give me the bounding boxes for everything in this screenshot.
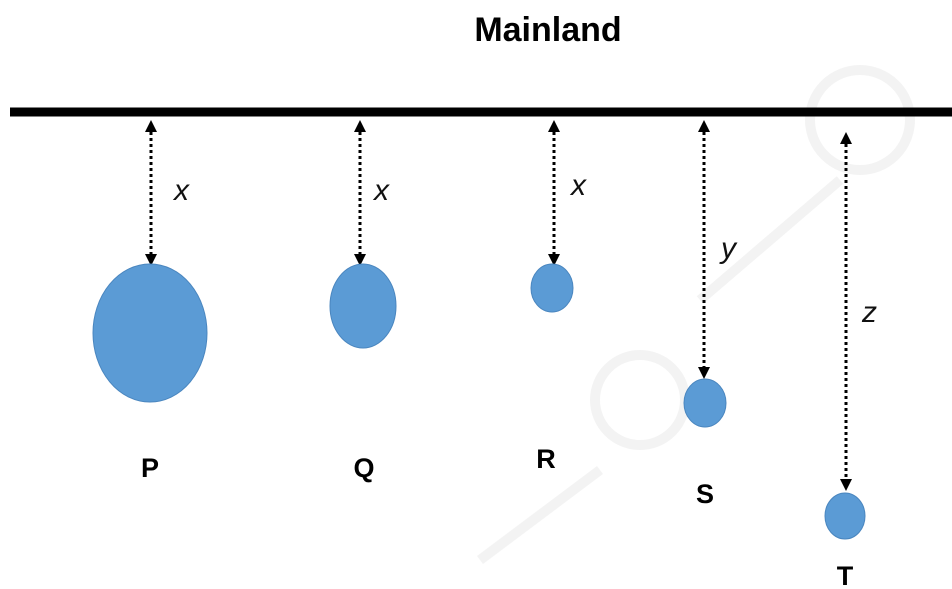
distance-label-s: y (719, 232, 738, 265)
island-r-group: x R (530, 120, 587, 474)
arrowhead-down-r (548, 254, 560, 266)
arrowhead-down-p (145, 254, 157, 266)
island-p (92, 263, 208, 403)
arrowhead-down-q (354, 254, 366, 266)
arrowhead-up-s (698, 120, 710, 132)
distance-label-r: x (569, 169, 587, 202)
arrowhead-up-p (145, 120, 157, 132)
island-t (824, 492, 866, 540)
arrowhead-down-t (840, 479, 852, 491)
distance-label-q: x (372, 174, 390, 207)
island-s-group: y S (683, 120, 738, 509)
island-t-group: z T (824, 132, 877, 589)
island-label-p: P (141, 453, 159, 483)
arrowhead-down-s (698, 367, 710, 379)
island-r (530, 263, 574, 313)
arrowhead-up-t (840, 132, 852, 144)
arrowhead-up-q (354, 120, 366, 132)
island-q-group: x Q (329, 120, 397, 483)
island-label-q: Q (353, 453, 374, 483)
island-q (329, 263, 397, 349)
island-label-s: S (696, 479, 714, 509)
mainland-title: Mainland (474, 11, 621, 49)
arrowhead-up-r (548, 120, 560, 132)
island-s (683, 378, 727, 428)
distance-label-p: x (172, 174, 190, 207)
watermark (477, 65, 915, 564)
island-p-group: x P (92, 120, 208, 483)
distance-label-t: z (861, 296, 877, 329)
island-label-t: T (837, 561, 854, 589)
island-label-r: R (536, 444, 556, 474)
